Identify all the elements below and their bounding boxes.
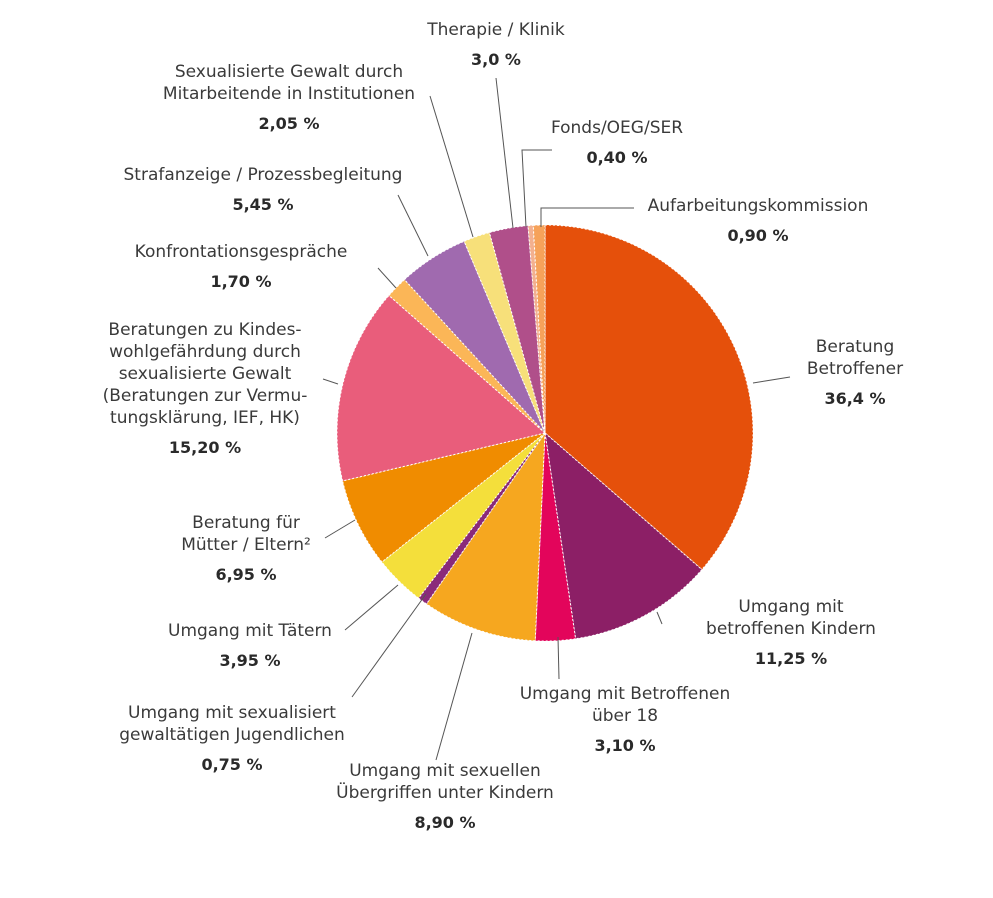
slice-label-5-line-1: Umgang mit sexualisiert bbox=[128, 703, 336, 723]
slice-label-5-line-2: gewaltätigen Jugendlichen bbox=[119, 725, 345, 745]
pie-slice-12 bbox=[488, 225, 546, 434]
slice-value-9: 1,70 % bbox=[210, 272, 271, 291]
slice-value-4: 8,90 % bbox=[414, 813, 475, 832]
slice-label-8-line-1: Beratungen zu Kindes- bbox=[108, 320, 301, 340]
slice-value-5: 0,75 % bbox=[201, 755, 262, 774]
slice-label-4-line-1: Umgang mit sexuellen bbox=[349, 761, 541, 781]
pie-slice-10 bbox=[403, 240, 546, 434]
slice-value-10: 5,45 % bbox=[232, 195, 293, 214]
slice-value-11: 2,05 % bbox=[258, 114, 319, 133]
slice-label-2-line-1: Umgang mit bbox=[738, 597, 843, 617]
leader-line-5 bbox=[351, 593, 427, 698]
slice-label-11-line-1: Sexualisierte Gewalt durch bbox=[175, 62, 403, 82]
leader-line-12 bbox=[495, 77, 514, 229]
slice-label-14-line-1: Aufarbeitungskommission bbox=[648, 196, 869, 216]
leader-line-8 bbox=[322, 378, 339, 385]
pie-slice-6 bbox=[381, 432, 546, 599]
slice-label-10-line-1: Strafanzeige / Prozessbegleitung bbox=[124, 165, 403, 185]
slice-label-1-line-2: Betroffener bbox=[807, 359, 903, 379]
pie-slice-3 bbox=[534, 432, 577, 642]
slice-label-13-line-1: Fonds/OEG/SER bbox=[551, 118, 683, 138]
slice-label-9-line-1: Konfrontationsgespräche bbox=[135, 242, 348, 262]
slice-value-14: 0,90 % bbox=[727, 226, 788, 245]
slice-label-7-line-2: Mütter / Eltern² bbox=[181, 535, 311, 555]
slice-label-8-line-5: tungsklärung, IEF, HK) bbox=[110, 408, 300, 428]
pie-slice-1 bbox=[544, 224, 754, 571]
slice-value-8: 15,20 % bbox=[169, 438, 241, 457]
pie-slice-5 bbox=[417, 432, 546, 605]
slice-label-1-line-1: Beratung bbox=[816, 337, 895, 357]
leader-line-11 bbox=[429, 95, 474, 238]
pie-slice-2 bbox=[544, 431, 703, 640]
pie-slice-11 bbox=[463, 231, 546, 434]
pie-slice-8 bbox=[336, 294, 547, 482]
slice-value-7: 6,95 % bbox=[215, 565, 276, 584]
leader-line-10 bbox=[397, 194, 429, 257]
slice-label-6-line-1: Umgang mit Tätern bbox=[168, 621, 332, 641]
slice-value-3: 3,10 % bbox=[594, 736, 655, 755]
slice-label-3-line-2: über 18 bbox=[592, 706, 658, 726]
pie-slice-13 bbox=[527, 224, 546, 434]
pie-slice-14 bbox=[532, 224, 546, 434]
slice-value-13: 0,40 % bbox=[586, 148, 647, 167]
leader-line-7 bbox=[324, 519, 356, 539]
slice-label-8-line-4: (Beratungen zur Vermu- bbox=[103, 386, 308, 406]
slice-label-12-line-1: Therapie / Klinik bbox=[426, 20, 565, 40]
slice-label-3-line-1: Umgang mit Betroffenen bbox=[520, 684, 731, 704]
leader-lines bbox=[322, 77, 791, 761]
leader-line-3 bbox=[557, 636, 560, 680]
slice-value-6: 3,95 % bbox=[219, 651, 280, 670]
slice-label-11-line-2: Mitarbeitende in Institutionen bbox=[163, 84, 415, 104]
pie-slice-9 bbox=[388, 278, 546, 434]
slice-label-8-line-2: wohlgefährdung durch bbox=[109, 342, 301, 362]
slice-value-2: 11,25 % bbox=[755, 649, 827, 668]
leader-line-9 bbox=[377, 267, 397, 289]
slice-label-2-line-2: betroffenen Kindern bbox=[706, 619, 876, 639]
leader-line-1 bbox=[752, 376, 791, 384]
leader-line-4 bbox=[435, 632, 473, 761]
slice-value-12: 3,0 % bbox=[471, 50, 521, 69]
leader-line-2 bbox=[656, 611, 663, 625]
slice-value-1: 36,4 % bbox=[824, 389, 885, 408]
slice-label-8-line-3: sexualisierte Gewalt bbox=[119, 364, 292, 384]
pie-slices bbox=[336, 224, 754, 642]
leader-line-14 bbox=[540, 207, 634, 227]
pie-slice-4 bbox=[425, 431, 546, 642]
pie-slice-7 bbox=[341, 432, 546, 563]
slice-label-7-line-1: Beratung für bbox=[192, 513, 300, 533]
leader-line-6 bbox=[344, 584, 399, 631]
leader-line-13 bbox=[521, 149, 552, 228]
slice-label-4-line-2: Übergriffen unter Kindern bbox=[336, 781, 554, 803]
